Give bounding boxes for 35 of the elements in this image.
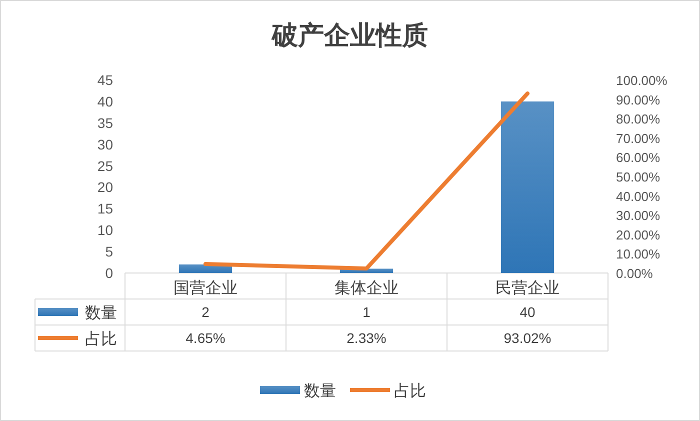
y2-tick-label: 40.00% [616,188,661,204]
y-tick-label: 5 [105,244,114,260]
y-tick-label: 35 [97,114,114,131]
legend-label: 数量 [85,305,117,322]
y2-tick-label: 80.00% [616,112,661,127]
y2-tick-label: 90.00% [616,92,661,108]
data-label: 2 [202,304,210,320]
legend: 数量 占比 [260,383,426,400]
y2-tick-label: 0.00% [616,266,654,281]
x-tick-label: 民营企业 [496,279,560,297]
data-label: 93.02% [504,330,552,346]
y-tick-label: 25 [97,158,114,174]
y-tick-label: 0 [105,265,114,281]
data-label: 2.33% [346,330,386,346]
y-tick-label: 40 [97,93,114,110]
y2-tick-label: 20.00% [616,227,661,242]
x-tick-label: 集体企业 [334,279,398,297]
y-tick-label: 45 [97,72,114,88]
bar [500,101,554,273]
x-tick-label: 国营企业 [174,279,238,297]
data-label: 40 [520,304,536,320]
y2-tick-label: 30.00% [616,208,661,224]
data-label: 1 [362,304,371,320]
y-tick-label: 10 [97,222,114,238]
y2-tick-label: 60.00% [616,150,661,166]
legend-label: 占比 [85,330,117,348]
y2-tick-label: 10.00% [616,246,661,262]
data-label: 4.65% [186,330,226,346]
y2-tick-label: 50.00% [616,170,661,184]
y-tick-label: 20 [97,179,114,196]
y2-tick-label: 70.00% [616,130,661,146]
title: 破产企业性质 [272,20,428,50]
y2-tick-label: 100.00% [616,73,668,88]
y-tick-label: 15 [97,200,114,217]
y-tick-label: 30 [97,136,114,152]
